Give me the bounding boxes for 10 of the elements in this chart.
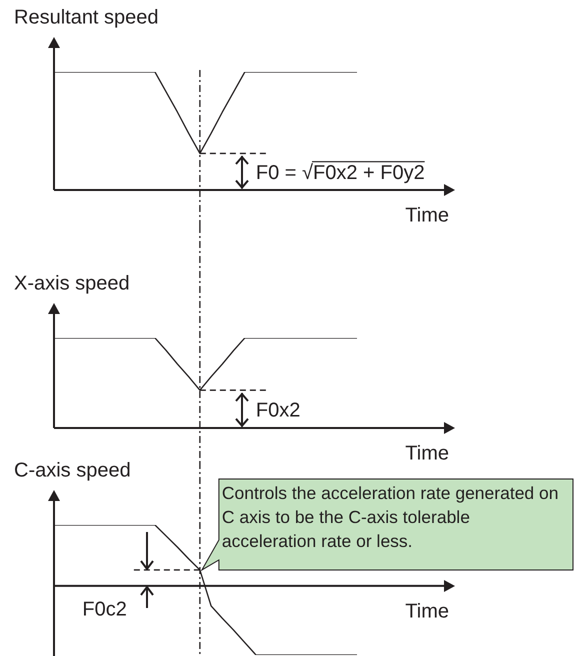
annotation: F0x2 [256, 400, 300, 422]
y-axis-title: X-axis speed [14, 272, 130, 295]
y-axis-title: Resultant speed [14, 6, 159, 29]
x-axis-title: Time [405, 600, 449, 622]
x-axis-title: Time [405, 442, 449, 465]
annotation: F0 = √F0x2 + F0y2 [256, 162, 425, 184]
annotation: Controls the acceleration rate generated on C axis to be the C-axis tolerable acceleration rate or less. [222, 482, 558, 551]
x-axis-title: Time [405, 204, 449, 227]
annotation: F0c2 [82, 598, 127, 620]
y-axis-title: C-axis speed [14, 460, 131, 482]
